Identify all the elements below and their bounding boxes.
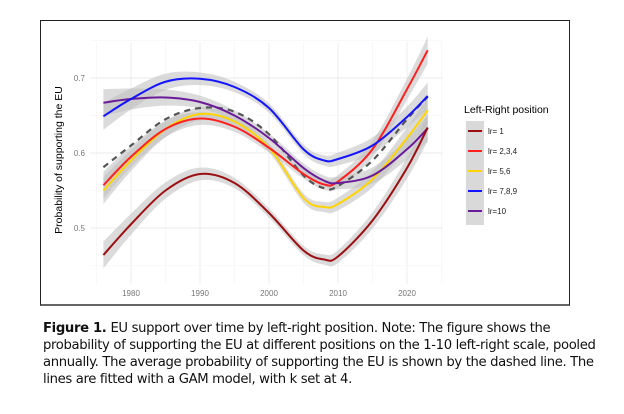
legend-label-5: lr=10	[488, 207, 507, 216]
x-tick-label: 2000	[260, 289, 278, 298]
x-tick-label: 2020	[398, 289, 416, 298]
legend-label-1: lr= 1	[488, 127, 504, 136]
legend-label-4: lr= 7,8,9	[488, 187, 518, 196]
x-tick-label: 1980	[122, 289, 140, 298]
x-tick-label: 1990	[191, 289, 209, 298]
average-dashed-line	[102, 96, 429, 191]
caption-label: Figure 1.	[43, 321, 107, 336]
series-line-1	[102, 127, 429, 262]
y-tick-label: 0.7	[74, 74, 86, 83]
series-line-5	[103, 96, 429, 185]
y-ticks: 0.5 0.6 0.7	[74, 74, 86, 233]
series-line-3	[102, 109, 429, 209]
confidence-band-5	[103, 88, 428, 190]
figure-frame	[40, 20, 570, 306]
figure-caption: Figure 1. EU support over time by left-ri…	[43, 320, 613, 388]
legend-title: Left-Right position	[464, 104, 549, 116]
y-tick-label: 0.6	[74, 149, 86, 158]
series-line-4	[102, 77, 429, 163]
legend-label-2: lr= 2,3,4	[488, 147, 518, 156]
gridlines	[90, 40, 443, 284]
x-tick-label: 2010	[329, 289, 347, 298]
legend-label-3: lr= 5,6	[488, 167, 511, 176]
x-ticks: 1980 1990 2000 2010 2020	[122, 289, 416, 298]
series-lines	[102, 49, 429, 262]
legend: Left-Right position lr= 1 lr= 2,3,4 lr= 5,…	[464, 104, 549, 225]
y-axis-label: Probability of supporting the EU	[53, 86, 65, 234]
confidence-bands	[103, 36, 428, 269]
legend-key-background	[466, 121, 484, 225]
caption-text: EU support over time by left-right posit…	[43, 321, 596, 387]
confidence-band-1	[103, 114, 428, 269]
y-tick-label: 0.5	[74, 224, 86, 233]
